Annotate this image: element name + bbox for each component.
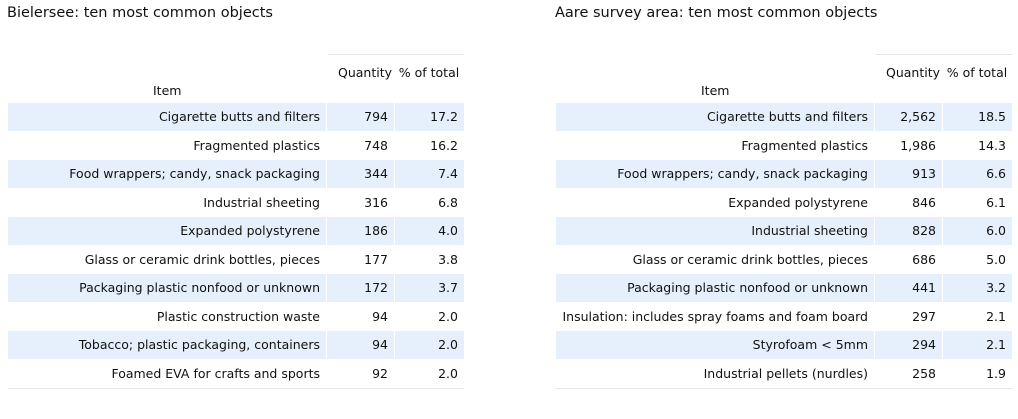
column-header-item: Item bbox=[701, 83, 730, 98]
bottom-rule bbox=[556, 388, 1012, 389]
table-title: Bielersee: ten most common objects bbox=[7, 5, 273, 21]
table-row: Styrofoam < 5mm 294 2.1 bbox=[556, 331, 1012, 360]
cell-quantity: 748 bbox=[327, 131, 395, 159]
cell-percent: 2.1 bbox=[986, 337, 1006, 353]
cell-item-name: Packaging plastic nonfood or unknown bbox=[556, 274, 875, 302]
cell-percent: 3.2 bbox=[986, 280, 1006, 296]
cell-item-name: Expanded polystyrene bbox=[556, 188, 875, 216]
table-row: Packaging plastic nonfood or unknown 172 3… bbox=[8, 274, 464, 303]
cell-item-name: Industrial pellets (nurdles) bbox=[556, 359, 875, 387]
cell-percent: 1.9 bbox=[986, 365, 1006, 381]
cell-item-name: Insulation: includes spray foams and foa… bbox=[556, 302, 875, 330]
cell-item-name: Expanded polystyrene bbox=[8, 217, 327, 245]
cell-percent: 6.6 bbox=[986, 166, 1006, 182]
cell-quantity: 2,562 bbox=[875, 103, 943, 131]
cell-quantity: 94 bbox=[327, 331, 395, 359]
table-body: Cigarette butts and filters 794 17.2 Fragme… bbox=[8, 103, 464, 388]
cell-quantity: 172 bbox=[327, 274, 395, 302]
cell-item-name: Cigarette butts and filters bbox=[556, 103, 875, 131]
table-row: Cigarette butts and filters 794 17.2 bbox=[8, 103, 464, 132]
cell-percent: 6.8 bbox=[438, 194, 458, 210]
cell-percent: 5.0 bbox=[986, 251, 1006, 267]
table-row: Food wrappers; candy, snack packaging 913… bbox=[556, 160, 1012, 189]
cell-quantity: 94 bbox=[327, 302, 395, 330]
cell-item-name: Glass or ceramic drink bottles, pieces bbox=[556, 245, 875, 273]
cell-item-name: Foamed EVA for crafts and sports bbox=[8, 359, 327, 387]
cell-percent: 2.0 bbox=[438, 337, 458, 353]
table-row: Fragmented plastics 748 16.2 bbox=[8, 131, 464, 160]
cell-percent: 2.0 bbox=[438, 308, 458, 324]
header-rule bbox=[328, 54, 464, 55]
cell-item-name: Industrial sheeting bbox=[556, 217, 875, 245]
cell-quantity: 316 bbox=[327, 188, 395, 216]
table-row: Expanded polystyrene 846 6.1 bbox=[556, 188, 1012, 217]
cell-quantity: 92 bbox=[327, 359, 395, 387]
cell-item-name: Packaging plastic nonfood or unknown bbox=[8, 274, 327, 302]
cell-quantity: 297 bbox=[875, 302, 943, 330]
column-header-item: Item bbox=[153, 83, 182, 98]
cell-quantity: 177 bbox=[327, 245, 395, 273]
table-row: Glass or ceramic drink bottles, pieces 17… bbox=[8, 245, 464, 274]
cell-quantity: 828 bbox=[875, 217, 943, 245]
cell-percent: 2.1 bbox=[986, 308, 1006, 324]
cell-percent: 16.2 bbox=[430, 137, 458, 153]
cell-percent: 3.8 bbox=[438, 251, 458, 267]
cell-percent: 2.0 bbox=[438, 365, 458, 381]
cell-quantity: 1,986 bbox=[875, 131, 943, 159]
table-row: Industrial sheeting 316 6.8 bbox=[8, 188, 464, 217]
table-row: Expanded polystyrene 186 4.0 bbox=[8, 217, 464, 246]
cell-item-name: Food wrappers; candy, snack packaging bbox=[556, 160, 875, 188]
cell-percent: 17.2 bbox=[430, 109, 458, 125]
cell-item-name: Food wrappers; candy, snack packaging bbox=[8, 160, 327, 188]
cell-quantity: 258 bbox=[875, 359, 943, 387]
header-rule bbox=[876, 54, 1012, 55]
table-row: Tobacco; plastic packaging, containers 94… bbox=[8, 331, 464, 360]
cell-percent: 14.3 bbox=[978, 137, 1006, 153]
cell-quantity: 294 bbox=[875, 331, 943, 359]
table-row: Packaging plastic nonfood or unknown 441 3… bbox=[556, 274, 1012, 303]
cell-percent: 18.5 bbox=[978, 109, 1006, 125]
table-row: Food wrappers; candy, snack packaging 344… bbox=[8, 160, 464, 189]
cell-item-name: Tobacco; plastic packaging, containers bbox=[8, 331, 327, 359]
cell-quantity: 794 bbox=[327, 103, 395, 131]
table-row: Industrial sheeting 828 6.0 bbox=[556, 217, 1012, 246]
table-row: Cigarette butts and filters 2,562 18.5 bbox=[556, 103, 1012, 132]
cell-quantity: 441 bbox=[875, 274, 943, 302]
cell-item-name: Industrial sheeting bbox=[8, 188, 327, 216]
cell-item-name: Fragmented plastics bbox=[556, 131, 875, 159]
cell-percent: 6.1 bbox=[986, 194, 1006, 210]
cell-item-name: Glass or ceramic drink bottles, pieces bbox=[8, 245, 327, 273]
cell-item-name: Plastic construction waste bbox=[8, 302, 327, 330]
cell-percent: 6.0 bbox=[986, 223, 1006, 239]
column-header-percent: % of total bbox=[946, 65, 1008, 80]
table-row: Industrial pellets (nurdles) 258 1.9 bbox=[556, 359, 1012, 388]
cell-item-name: Styrofoam < 5mm bbox=[556, 331, 875, 359]
column-header-quantity: Quantity bbox=[337, 65, 393, 80]
cell-quantity: 913 bbox=[875, 160, 943, 188]
table-row: Glass or ceramic drink bottles, pieces 68… bbox=[556, 245, 1012, 274]
cell-percent: 4.0 bbox=[438, 223, 458, 239]
cell-quantity: 846 bbox=[875, 188, 943, 216]
column-header-quantity: Quantity bbox=[885, 65, 941, 80]
cell-percent: 3.7 bbox=[438, 280, 458, 296]
cell-quantity: 686 bbox=[875, 245, 943, 273]
table-body: Cigarette butts and filters 2,562 18.5 Frag… bbox=[556, 103, 1012, 388]
cell-percent: 7.4 bbox=[438, 166, 458, 182]
cell-quantity: 344 bbox=[327, 160, 395, 188]
table-title: Aare survey area: ten most common object… bbox=[555, 5, 878, 21]
bottom-rule bbox=[8, 388, 464, 389]
table-row: Fragmented plastics 1,986 14.3 bbox=[556, 131, 1012, 160]
cell-item-name: Fragmented plastics bbox=[8, 131, 327, 159]
column-header-percent: % of total bbox=[398, 65, 460, 80]
cell-item-name: Cigarette butts and filters bbox=[8, 103, 327, 131]
table-row: Foamed EVA for crafts and sports 92 2.0 bbox=[8, 359, 464, 388]
cell-quantity: 186 bbox=[327, 217, 395, 245]
table-row: Insulation: includes spray foams and foa… bbox=[556, 302, 1012, 331]
table-row: Plastic construction waste 94 2.0 bbox=[8, 302, 464, 331]
